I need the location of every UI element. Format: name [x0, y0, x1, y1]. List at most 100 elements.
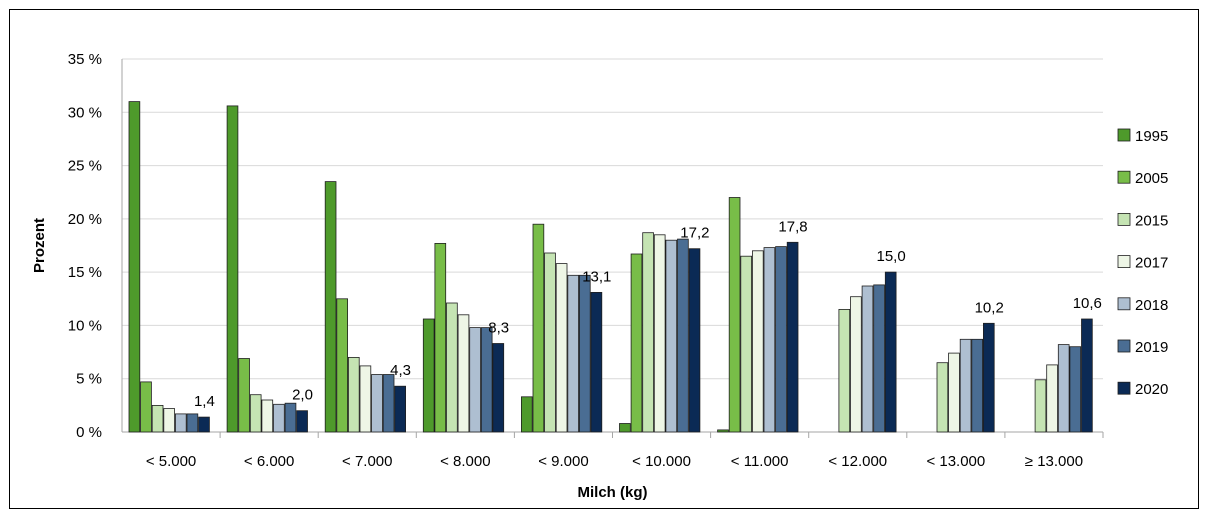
bar-2020 — [1081, 318, 1093, 433]
bar-2020 — [296, 410, 308, 433]
bar-2020 — [786, 241, 799, 433]
y-tick-label: 15 % — [68, 264, 102, 281]
bar-2020 — [492, 343, 505, 433]
bar-2018 — [959, 338, 972, 433]
bar-2017 — [850, 296, 862, 433]
bar-2019 — [579, 274, 591, 433]
y-axis-title: Prozent — [31, 218, 48, 273]
legend-label-2018: 2018 — [1135, 297, 1168, 314]
bar-2018 — [763, 247, 776, 433]
bar-2005 — [336, 298, 348, 433]
bar-2015 — [151, 404, 164, 433]
bar-1995 — [324, 181, 337, 433]
bar-2015 — [544, 252, 556, 433]
bar-2015 — [642, 232, 654, 433]
bar-2018 — [469, 327, 481, 433]
bar-2015 — [936, 362, 949, 433]
bar-2019 — [284, 402, 297, 433]
y-tick-label: 20 % — [68, 211, 102, 228]
bar-2019 — [971, 338, 983, 433]
bar-2017 — [555, 263, 568, 433]
x-tick-label: < 5.000 — [146, 453, 196, 470]
legend-swatch-2020 — [1117, 381, 1131, 395]
data-label: 10,2 — [975, 299, 1004, 316]
bar-2015 — [446, 302, 458, 433]
y-tick-label: 25 % — [68, 158, 102, 175]
bar-2017 — [752, 250, 764, 433]
bar-2020 — [983, 322, 995, 433]
bar-2005 — [238, 358, 250, 433]
bar-2017 — [359, 365, 372, 433]
data-label: 4,3 — [390, 362, 411, 379]
data-label: 17,2 — [680, 225, 709, 242]
bar-1995 — [226, 105, 239, 433]
bar-2015 — [838, 308, 851, 433]
bar-1995 — [521, 396, 533, 433]
bar-2019 — [873, 284, 885, 433]
bar-2019 — [1069, 346, 1082, 433]
bar-2020 — [198, 416, 210, 433]
bar-1995 — [717, 429, 729, 433]
bar-1995 — [422, 318, 435, 433]
bar-2019 — [480, 327, 493, 433]
y-tick-label: 5 % — [76, 371, 102, 388]
x-tick-label: < 11.000 — [731, 453, 789, 470]
x-tick-label: < 12.000 — [828, 453, 887, 470]
bar-2020 — [394, 385, 406, 433]
bar-2015 — [249, 394, 262, 433]
bar-2005 — [532, 223, 545, 433]
y-tick-label: 35 % — [68, 51, 102, 68]
legend-label-2015: 2015 — [1135, 212, 1168, 229]
bar-2017 — [653, 234, 666, 433]
bar-2018 — [273, 403, 285, 433]
y-tick-label: 30 % — [68, 104, 102, 121]
data-label: 1,4 — [194, 393, 215, 410]
bar-2005 — [630, 253, 643, 433]
data-label: 10,6 — [1073, 295, 1102, 312]
bar-2005 — [434, 242, 447, 433]
bar-2017 — [261, 399, 274, 433]
bar-2019 — [677, 238, 689, 433]
x-tick-label: < 7.000 — [342, 453, 392, 470]
x-axis-title: Milch (kg) — [578, 484, 648, 501]
y-tick-label: 0 % — [76, 424, 102, 441]
bar-2020 — [884, 271, 897, 433]
bar-2020 — [590, 291, 603, 433]
legend-label-2020: 2020 — [1135, 381, 1168, 398]
bar-2018 — [1057, 344, 1070, 433]
bar-2017 — [948, 352, 960, 433]
legend-label-2019: 2019 — [1135, 339, 1168, 356]
bar-2018 — [174, 413, 187, 433]
bar-2018 — [371, 374, 383, 433]
x-tick-label: < 8.000 — [440, 453, 490, 470]
bar-2020 — [688, 248, 701, 433]
bar-2019 — [382, 374, 395, 433]
bar-2017 — [163, 408, 176, 433]
legend-swatch-2005 — [1117, 170, 1131, 184]
x-tick-label: < 13.000 — [926, 453, 985, 470]
bar-2018 — [665, 239, 678, 433]
legend-swatch-2017 — [1117, 255, 1131, 269]
bar-2019 — [775, 246, 787, 433]
bar-2015 — [740, 255, 752, 433]
x-tick-label: < 10.000 — [632, 453, 691, 470]
data-label: 13,1 — [582, 268, 611, 285]
bar-2018 — [567, 274, 579, 433]
bar-2017 — [1046, 364, 1058, 433]
bar-1995 — [128, 101, 141, 433]
legend-label-1995: 1995 — [1135, 128, 1168, 145]
bar-2017 — [457, 314, 470, 433]
data-label: 8,3 — [488, 320, 509, 337]
legend-label-2005: 2005 — [1135, 170, 1168, 187]
bar-2005 — [140, 381, 152, 433]
legend-label-2017: 2017 — [1135, 255, 1168, 272]
bar-2019 — [186, 413, 199, 433]
data-label: 2,0 — [292, 387, 313, 404]
x-tick-label: < 6.000 — [244, 453, 294, 470]
data-label: 17,8 — [778, 218, 807, 235]
y-tick-label: 10 % — [68, 317, 102, 334]
bar-2015 — [347, 356, 360, 433]
bar-2015 — [1034, 379, 1047, 433]
legend-swatch-2015 — [1117, 212, 1131, 226]
